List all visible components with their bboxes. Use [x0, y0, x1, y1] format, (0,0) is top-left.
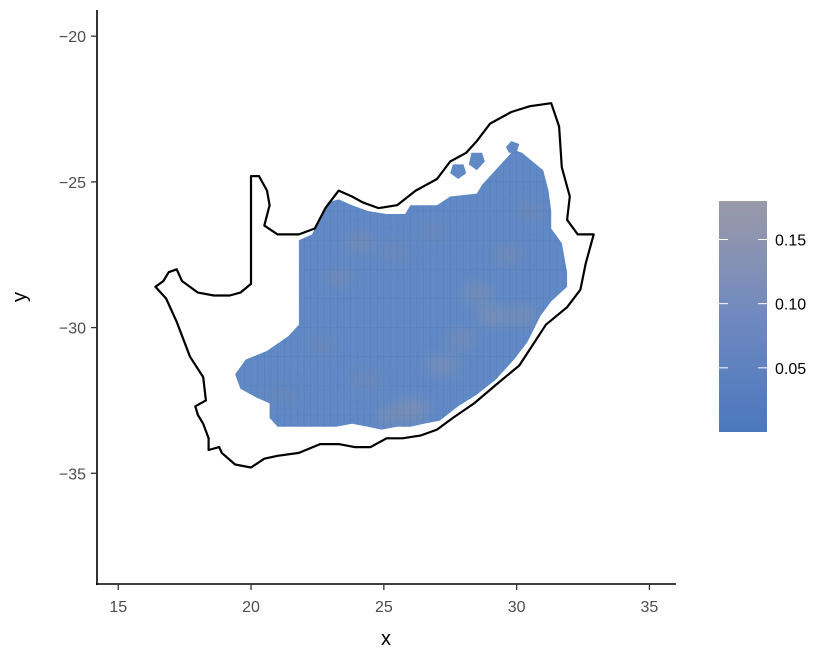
raster-fill-region	[235, 149, 568, 430]
raster-patch-9	[349, 369, 382, 392]
raster-patch-11	[266, 383, 299, 406]
raster-patch-0	[322, 267, 355, 290]
x-axis-ticks: 15 20 25 30 35	[109, 584, 658, 616]
y-axis-title: y	[9, 292, 31, 302]
colorbar	[719, 201, 767, 432]
y-tick-label: −30	[59, 321, 86, 338]
raster-patch-4	[460, 281, 493, 304]
raster-patch-12	[492, 243, 525, 266]
x-tick-label: 35	[641, 599, 659, 616]
y-tick-label: −25	[59, 175, 86, 192]
y-tick-label: −20	[59, 29, 86, 46]
colorbar-legend: 0.05 0.10 0.15	[719, 201, 806, 432]
raster-islands	[450, 141, 520, 179]
raster-patch-3	[415, 220, 448, 243]
raster-patch-1	[343, 232, 376, 255]
y-tick-label: −35	[59, 466, 86, 483]
x-tick-label: 15	[109, 599, 127, 616]
y-axis-ticks: −20 −25 −30 −35	[59, 29, 97, 483]
raster-light-patches	[266, 200, 546, 427]
raster-patch-14	[444, 328, 477, 351]
country-outline	[154, 102, 595, 469]
raster-patch-5	[476, 304, 509, 327]
raster-patch-2	[378, 240, 411, 263]
colorbar-label: 0.10	[775, 297, 806, 314]
x-axis-title: x	[381, 628, 391, 650]
raster-patch-15	[505, 304, 538, 327]
colorbar-label: 0.05	[775, 361, 806, 378]
colorbar-ticks: 0.05 0.10 0.15	[719, 233, 806, 378]
raster-island-1	[468, 152, 485, 171]
x-tick-label: 25	[375, 599, 393, 616]
raster-patch-13	[513, 200, 546, 223]
raster-island-2	[506, 141, 520, 153]
raster-patch-10	[304, 334, 337, 357]
raster-island-0	[450, 164, 467, 179]
raster-layer	[235, 141, 568, 430]
x-tick-label: 30	[508, 599, 526, 616]
colorbar-label: 0.15	[775, 233, 806, 250]
x-tick-label: 20	[242, 599, 260, 616]
raster-patch-6	[426, 354, 459, 377]
raster-patch-8	[375, 404, 408, 427]
